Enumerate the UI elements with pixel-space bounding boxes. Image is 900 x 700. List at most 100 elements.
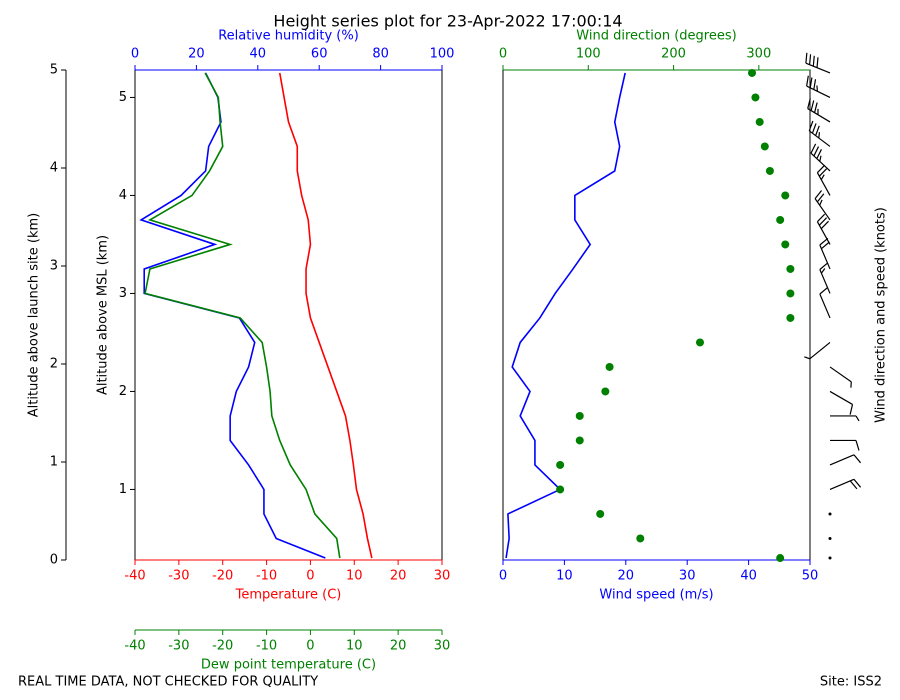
y2-tick-label: 3	[50, 259, 58, 274]
wind-barb	[829, 366, 852, 388]
wind-barb	[805, 52, 831, 74]
direction-dot	[786, 313, 795, 322]
x2-tick-label: 300	[746, 47, 771, 62]
y-tick-label: 2	[119, 384, 127, 399]
wind-barb	[829, 454, 862, 466]
wind-barb	[808, 120, 831, 147]
wind-barb	[810, 143, 831, 172]
wind-barb	[814, 190, 831, 221]
x2-axis-label: Wind direction (degrees)	[576, 29, 736, 44]
y2-tick-label: 4	[50, 161, 58, 176]
wind-barb	[829, 390, 854, 415]
x-tick-label: 30	[434, 569, 451, 584]
direction-dot	[575, 411, 584, 420]
x-tick-label: 0	[306, 569, 314, 584]
direction-dot	[776, 215, 785, 224]
series-line	[278, 72, 373, 559]
wind-barb	[816, 213, 831, 245]
direction-dot	[781, 240, 790, 249]
direction-dot	[765, 166, 774, 175]
wind-barb	[830, 415, 860, 422]
quality-note: REAL TIME DATA, NOT CHECKED FOR QUALITY	[18, 675, 318, 690]
direction-dot	[556, 460, 565, 469]
x2-tick-label: 60	[311, 47, 328, 62]
x2-tick-label: 80	[372, 47, 389, 62]
x3-tick-label: 30	[434, 639, 451, 654]
x-tick-label: -10	[256, 569, 277, 584]
y2-axis-label: Altitude above launch site (km)	[27, 213, 42, 417]
x3-tick-label: -10	[256, 639, 277, 654]
y-tick-label: 3	[119, 286, 127, 301]
wind-barb	[829, 478, 862, 490]
direction-dot	[636, 534, 645, 543]
x-tick-label: 0	[499, 569, 507, 584]
wind-barb	[830, 439, 860, 451]
wind-barb-calm	[828, 556, 832, 560]
x-tick-label: -40	[124, 569, 145, 584]
x-tick-label: 10	[556, 569, 573, 584]
wind-barb-calm	[828, 536, 832, 540]
x-tick-label: 20	[618, 569, 635, 584]
x2-tick-label: 200	[661, 47, 686, 62]
plot-frame	[134, 69, 443, 561]
direction-dot	[751, 93, 760, 102]
wind-barb	[807, 98, 831, 123]
x3-tick-label: 20	[390, 639, 407, 654]
wind-barb-calm	[828, 512, 832, 516]
direction-dot	[748, 68, 757, 77]
y-axis-label: Altitude above MSL (km)	[96, 235, 111, 395]
direction-dot	[776, 554, 785, 563]
x3-tick-label: -40	[124, 639, 145, 654]
y-tick-label: 5	[119, 90, 127, 105]
x-tick-label: 10	[346, 569, 363, 584]
direction-dot	[575, 436, 584, 445]
wind-barb	[819, 262, 831, 294]
y2-tick-label: 5	[50, 63, 58, 78]
x2-axis-label: Relative humidity (%)	[218, 29, 359, 44]
x2-tick-label: 20	[188, 47, 205, 62]
y-tick-label: 4	[119, 188, 127, 203]
figure-title: Height series plot for 23-Apr-2022 17:00…	[273, 12, 622, 31]
direction-dot	[695, 338, 704, 347]
x-tick-label: 20	[390, 569, 407, 584]
direction-dot	[605, 362, 614, 371]
x-tick-label: 30	[679, 569, 696, 584]
x-axis-label: Wind speed (m/s)	[599, 588, 713, 603]
y2-tick-label: 0	[50, 553, 58, 568]
x3-tick-label: -30	[168, 639, 189, 654]
site-note: Site: ISS2	[820, 675, 882, 690]
direction-dot	[760, 142, 769, 151]
x-tick-label: -30	[168, 569, 189, 584]
wind-barb	[804, 341, 831, 360]
x-tick-label: -20	[212, 569, 233, 584]
x-tick-label: 50	[802, 569, 819, 584]
x3-tick-label: 0	[306, 639, 314, 654]
direction-dot	[601, 387, 610, 396]
direction-dot	[781, 191, 790, 200]
y2-axis-label: Wind direction and speed (knots)	[874, 207, 889, 423]
x3-tick-label: -20	[212, 639, 233, 654]
wind-barb	[819, 286, 831, 319]
y2-tick-label: 2	[50, 357, 58, 372]
direction-dot	[556, 485, 565, 494]
x3-tick-label: 10	[346, 639, 363, 654]
y-tick-label: 1	[119, 482, 127, 497]
y2-tick-label: 1	[50, 455, 58, 470]
x2-tick-label: 100	[430, 47, 455, 62]
x2-tick-label: 40	[250, 47, 267, 62]
direction-dot	[596, 509, 605, 518]
direction-dot	[786, 264, 795, 273]
direction-dot	[786, 289, 795, 298]
wind-barb	[806, 75, 831, 98]
x2-tick-label: 0	[499, 47, 507, 62]
x-axis-label: Temperature (C)	[235, 588, 342, 603]
wind-barb	[816, 164, 831, 196]
wind-barb	[819, 237, 831, 270]
series-line	[505, 72, 626, 559]
x2-tick-label: 100	[576, 47, 601, 62]
x3-axis-label: Dew point temperature (C)	[201, 658, 376, 673]
series-line	[144, 72, 341, 559]
x-tick-label: 40	[740, 569, 757, 584]
x2-tick-label: 0	[131, 47, 139, 62]
